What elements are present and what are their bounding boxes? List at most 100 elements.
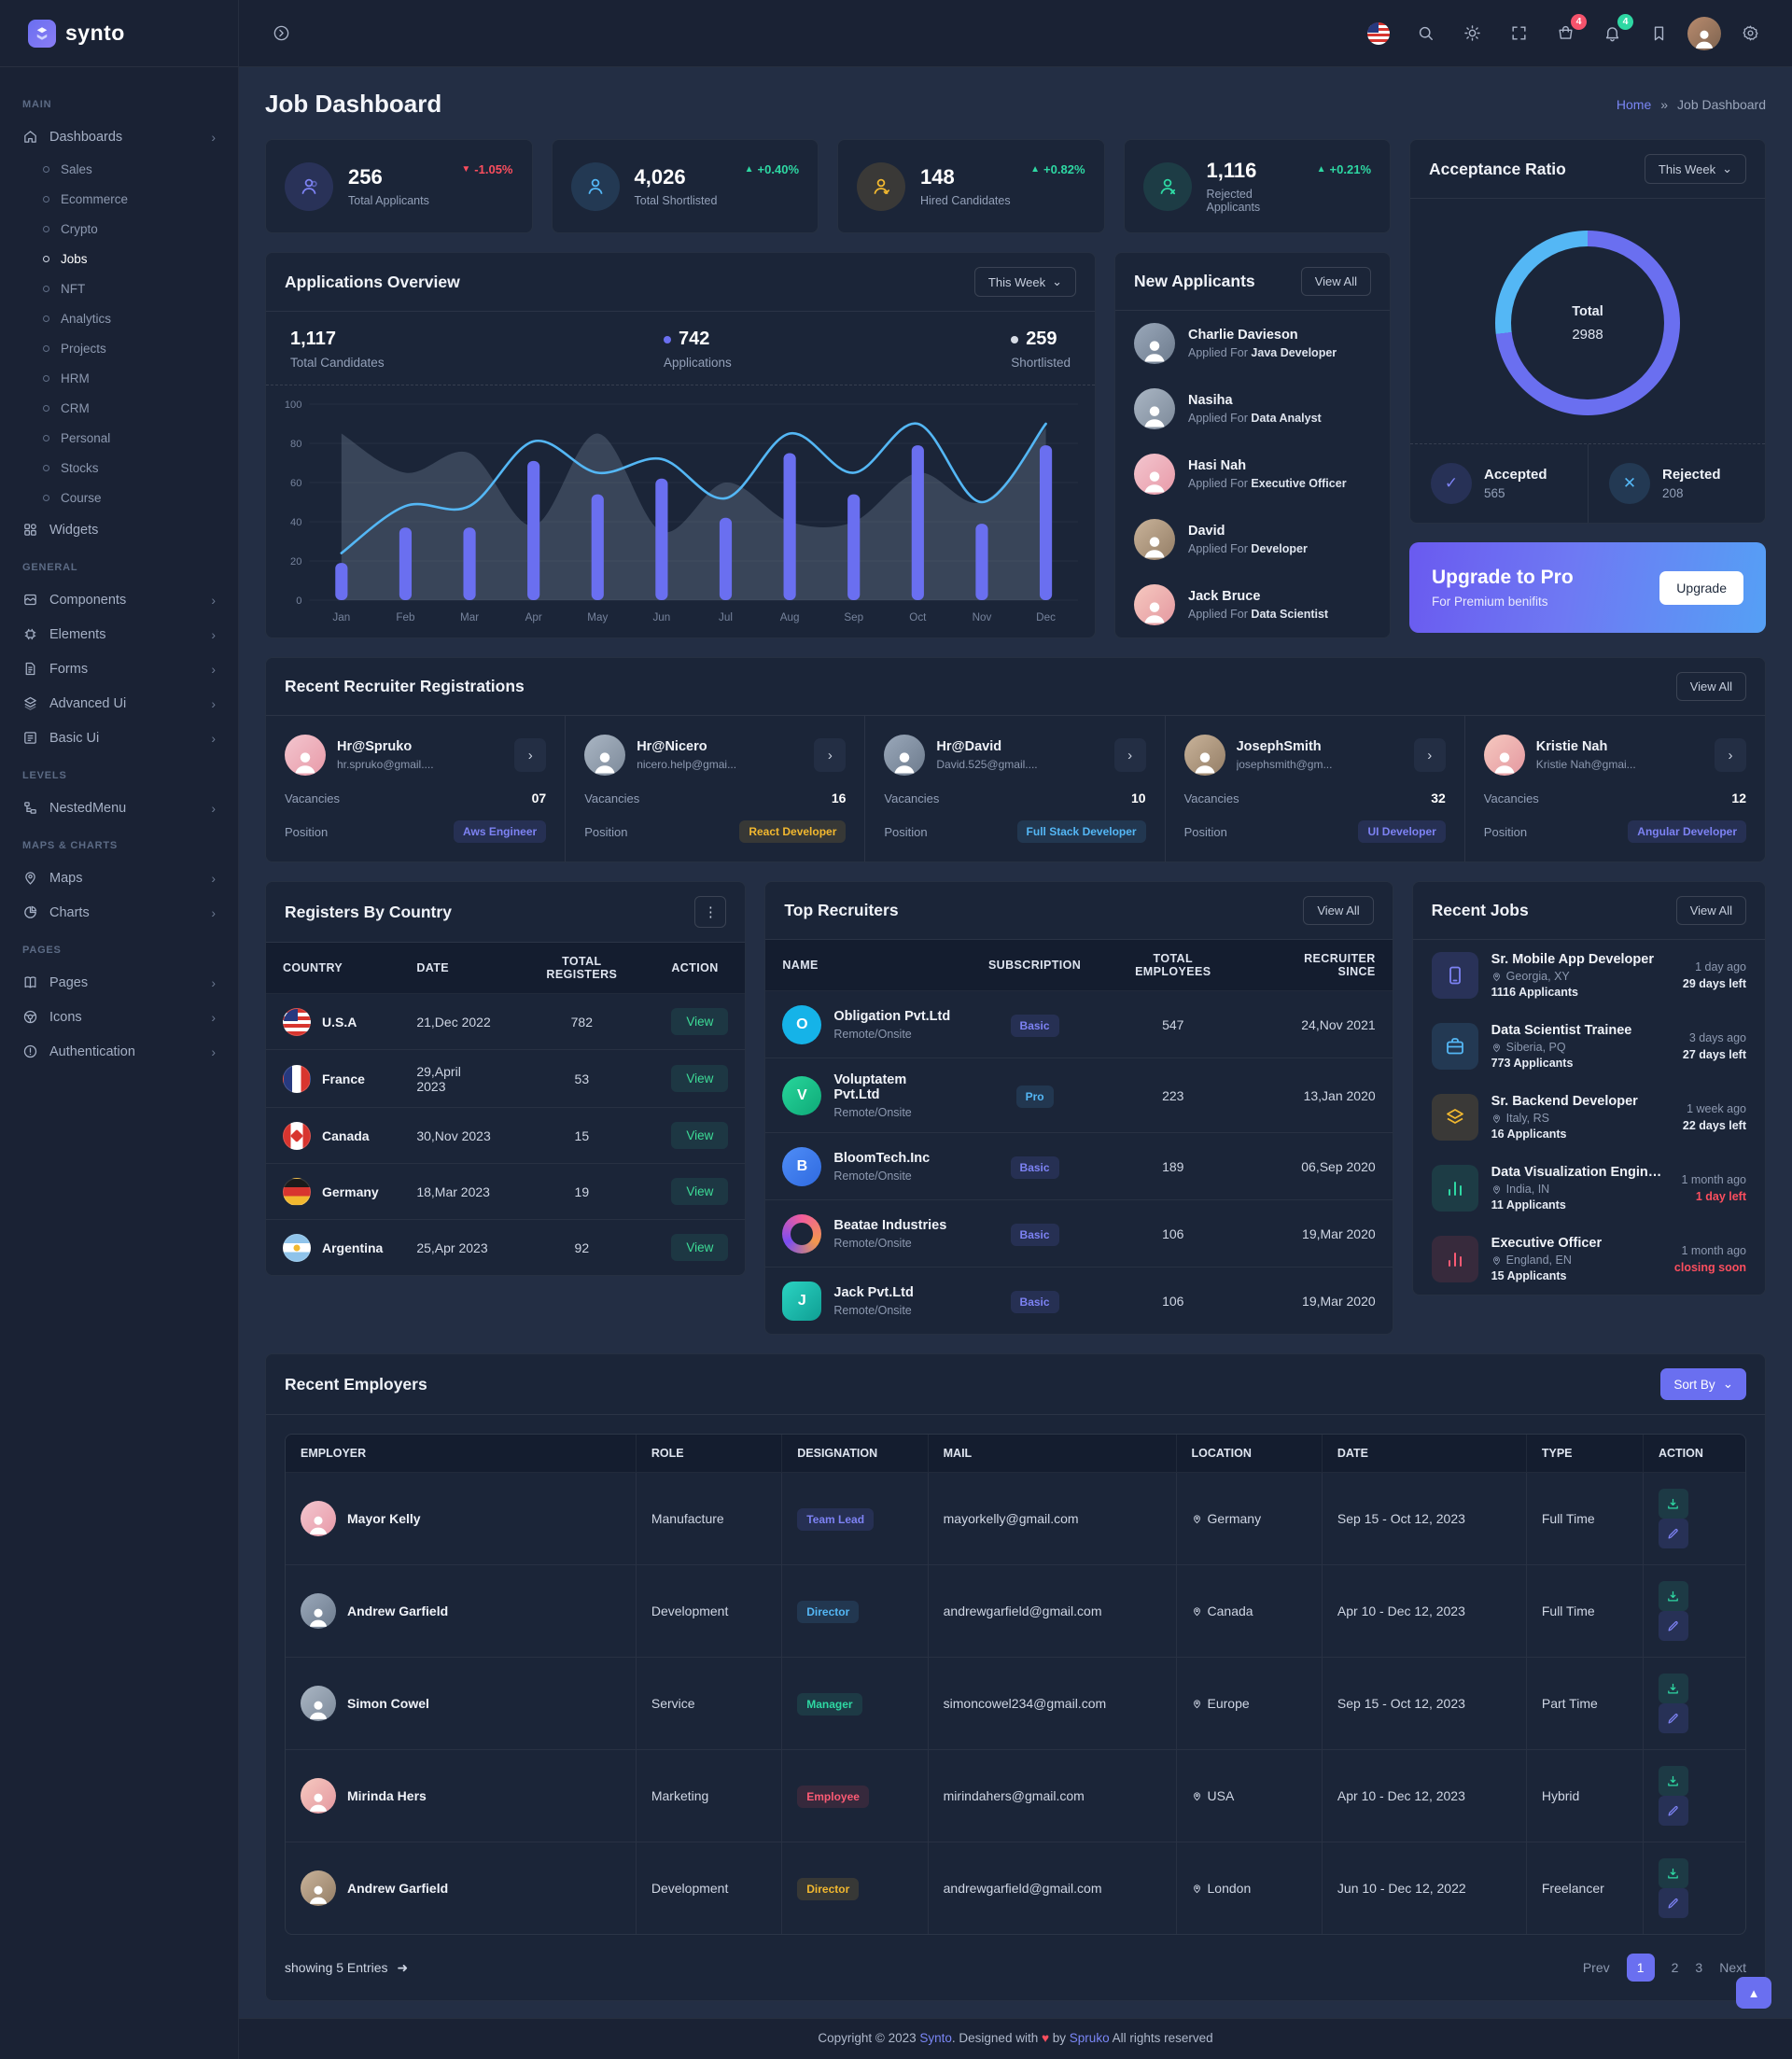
pagination-page-2[interactable]: 2 [1671, 1960, 1679, 1975]
edit-button[interactable] [1658, 1611, 1688, 1641]
overview-period-dropdown[interactable]: This Week ⌄ [973, 267, 1076, 297]
cart-icon[interactable]: 4 [1547, 13, 1587, 51]
sidebar-item-jobs[interactable]: Jobs [0, 244, 238, 273]
edit-button[interactable] [1658, 1888, 1688, 1918]
fullscreen-icon[interactable] [1501, 16, 1536, 51]
layers-icon [24, 696, 36, 710]
sidebar-item-course[interactable]: Course [0, 483, 238, 512]
edit-button[interactable] [1658, 1703, 1688, 1733]
location-pin-icon [1492, 972, 1500, 981]
user-avatar[interactable] [1687, 16, 1721, 50]
light-mode-icon[interactable] [1454, 16, 1490, 51]
footer-brand-link[interactable]: Synto [919, 2031, 952, 2045]
brand-logo[interactable]: synto [0, 0, 239, 67]
upgrade-button[interactable]: Upgrade [1659, 570, 1743, 605]
list-item[interactable]: Jack Bruce Applied For Data Scientist [1115, 572, 1390, 637]
notifications-bell-icon[interactable]: 4 [1594, 13, 1633, 51]
breadcrumb-home-link[interactable]: Home [1616, 96, 1652, 112]
chevron-right-button[interactable]: › [514, 738, 547, 772]
sidebar-item-ecommerce[interactable]: Ecommerce [0, 184, 238, 214]
settings-gear-icon[interactable] [1732, 16, 1768, 51]
bullet-icon [43, 494, 49, 501]
pagination-page-1[interactable]: 1 [1626, 1954, 1655, 1982]
list-item[interactable]: David Applied For Developer [1115, 507, 1390, 572]
sidebar-item-authentication[interactable]: Authentication › [0, 1034, 238, 1069]
download-button[interactable] [1658, 1766, 1688, 1796]
sidebar-item-analytics[interactable]: Analytics [0, 303, 238, 333]
sidebar-item-elements[interactable]: Elements › [0, 617, 238, 651]
avatar [884, 735, 926, 776]
list-item[interactable]: Hasi Nah Applied For Executive Officer [1115, 441, 1390, 507]
language-flag-icon[interactable] [1361, 16, 1396, 51]
list-item[interactable]: Sr. Backend Developer Italy, RS 16 Appli… [1413, 1082, 1765, 1153]
new-applicants-view-all-button[interactable]: View All [1300, 267, 1371, 296]
edit-button[interactable] [1658, 1796, 1688, 1826]
view-button[interactable]: View [671, 1122, 729, 1149]
table-row: Simon Cowel Service Manager simoncowel23… [286, 1657, 1745, 1750]
sidebar-item-personal[interactable]: Personal [0, 423, 238, 453]
sort-by-button[interactable]: Sort By ⌄ [1660, 1368, 1746, 1400]
sidebar-item-forms[interactable]: Forms › [0, 651, 238, 686]
avatar [1134, 519, 1175, 560]
svg-text:Sep: Sep [844, 612, 863, 623]
sidebar-section-main: MAIN [22, 99, 52, 110]
sidebar-item-charts[interactable]: Charts › [0, 895, 238, 930]
chevron-right-icon: › [211, 695, 216, 711]
overview-stats: 1,117 Total Candidates 742 Applications 25… [266, 312, 1095, 385]
kebab-menu-icon[interactable]: ⋮ [694, 896, 727, 928]
sidebar-item-sales[interactable]: Sales [0, 154, 238, 184]
edit-button[interactable] [1658, 1519, 1688, 1548]
acceptance-period-dropdown[interactable]: This Week ⌄ [1644, 154, 1746, 184]
briefcase-icon [1431, 1023, 1478, 1070]
download-button[interactable] [1658, 1581, 1688, 1611]
sidebar-item-maps[interactable]: Maps › [0, 861, 238, 895]
list-item[interactable]: Charlie Davieson Applied For Java Develop… [1115, 311, 1390, 376]
sidebar-item-advanced-ui[interactable]: Advanced Ui › [0, 686, 238, 721]
chevron-right-button[interactable]: › [1413, 738, 1446, 772]
pagination-next[interactable]: Next [1719, 1960, 1746, 1975]
list-item[interactable]: Executive Officer England, EN 15 Applica… [1413, 1224, 1765, 1295]
chevron-right-button[interactable]: › [1113, 738, 1146, 772]
search-icon[interactable] [1407, 16, 1443, 51]
recent-jobs-view-all-button[interactable]: View All [1675, 896, 1746, 925]
sidebar-item-crypto[interactable]: Crypto [0, 214, 238, 244]
footer-author-link[interactable]: Spruko [1069, 2031, 1110, 2045]
sidebar-toggle-icon[interactable] [263, 16, 299, 51]
company-logo: V [782, 1075, 822, 1115]
download-button[interactable] [1658, 1858, 1688, 1888]
designation-badge: Manager [797, 1693, 862, 1716]
chevron-right-button[interactable]: › [814, 738, 847, 772]
recruiters-view-all-button[interactable]: View All [1675, 672, 1746, 701]
chevron-right-button[interactable]: › [1715, 738, 1746, 772]
pagination-prev[interactable]: Prev [1582, 1960, 1610, 1975]
view-button[interactable]: View [671, 1065, 729, 1092]
sidebar-item-nft[interactable]: NFT [0, 273, 238, 303]
sidebar-item-hrm[interactable]: HRM [0, 363, 238, 393]
sidebar-item-components[interactable]: Components › [0, 582, 238, 617]
download-button[interactable] [1658, 1674, 1688, 1703]
sidebar-item-stocks[interactable]: Stocks [0, 453, 238, 483]
download-button[interactable] [1658, 1489, 1688, 1519]
list-item[interactable]: Data Scientist Trainee Siberia, PQ 773 A… [1413, 1011, 1765, 1082]
view-button[interactable]: View [671, 1178, 729, 1205]
scroll-to-top-button[interactable]: ▲ [1736, 1977, 1771, 2009]
view-button[interactable]: View [671, 1234, 729, 1261]
list-item[interactable]: Data Visualization Engineer India, IN 11… [1413, 1153, 1765, 1224]
stat-card-hired-candidates: 148 Hired Candidates ▲ +0.82% [837, 139, 1105, 233]
sidebar-item-crm[interactable]: CRM [0, 393, 238, 423]
bookmark-icon[interactable] [1641, 16, 1676, 51]
sidebar-item-basic-ui[interactable]: Basic Ui › [0, 721, 238, 755]
list-item[interactable]: Nasiha Applied For Data Analyst [1115, 376, 1390, 441]
sidebar-item-projects[interactable]: Projects [0, 333, 238, 363]
sidebar-item-dashboards[interactable]: Dashboards › [0, 119, 238, 154]
sidebar-item-widgets[interactable]: Widgets [0, 512, 238, 547]
sidebar-item-nestedmenu[interactable]: NestedMenu › [0, 791, 238, 825]
top-recruiters-view-all-button[interactable]: View All [1303, 896, 1374, 925]
view-button[interactable]: View [671, 1008, 729, 1035]
sidebar-item-pages[interactable]: Pages › [0, 965, 238, 1000]
sidebar-item-icons[interactable]: Icons › [0, 1000, 238, 1034]
list-item[interactable]: Sr. Mobile App Developer Georgia, XY 111… [1413, 940, 1765, 1011]
svg-text:Jan: Jan [332, 612, 350, 623]
sidebar-section-levels: LEVELS [22, 770, 67, 781]
pagination-page-3[interactable]: 3 [1695, 1960, 1703, 1975]
